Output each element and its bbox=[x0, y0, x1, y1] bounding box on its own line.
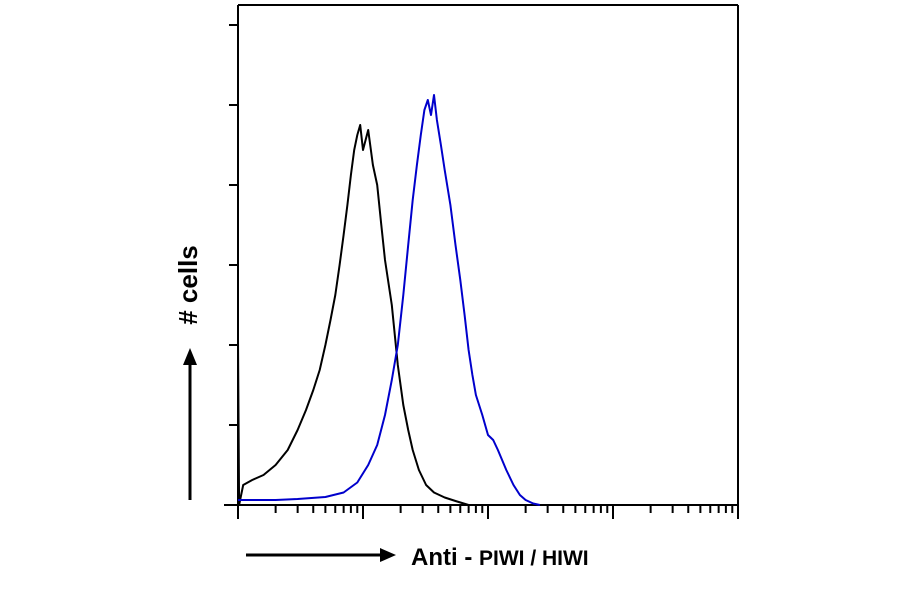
x-axis-arrow-head bbox=[380, 548, 396, 562]
histogram-series-1 bbox=[237, 124, 469, 506]
x-axis-ticks bbox=[237, 505, 739, 519]
y-axis-label: # cells bbox=[173, 245, 203, 325]
x-axis-label-group: Anti - PIWI / HIWI bbox=[246, 544, 589, 571]
series-layer bbox=[237, 94, 541, 506]
y-axis-label-group: # cells bbox=[173, 245, 203, 500]
x-axis-label-antigen: PIWI / HIWI bbox=[479, 547, 589, 570]
y-axis-arrow-head bbox=[183, 348, 197, 365]
histogram-series-2 bbox=[238, 94, 541, 506]
plot-frame bbox=[224, 4, 739, 510]
y-axis-ticks bbox=[229, 24, 238, 426]
x-axis-label: Anti - PIWI / HIWI bbox=[411, 544, 589, 571]
x-axis-label-prefix: Anti - bbox=[411, 544, 479, 571]
